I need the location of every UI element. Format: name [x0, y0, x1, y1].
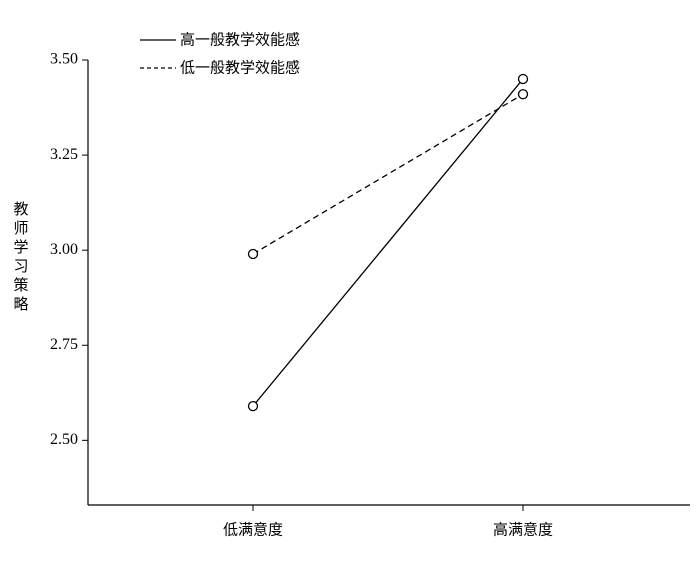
y-axis-label: 教师学习策略	[12, 201, 30, 315]
y-tick-label: 3.00	[50, 241, 78, 258]
legend-label: 高一般教学效能感	[180, 31, 300, 49]
series-line	[252, 93, 524, 255]
y-tick-label: 2.75	[50, 336, 78, 353]
y-tick-label: 3.25	[50, 146, 78, 163]
point-marker	[517, 73, 529, 85]
point-marker	[247, 400, 259, 412]
y-tick-label: 2.50	[50, 431, 78, 448]
y-tick-label: 3.50	[50, 51, 78, 68]
point-marker	[517, 89, 529, 100]
x-tick-label: 高满意度	[493, 521, 553, 539]
series-line	[252, 78, 524, 407]
legend-label: 低一般教学效能感	[180, 59, 300, 77]
x-tick-label: 低满意度	[223, 521, 283, 539]
point-marker	[247, 248, 259, 260]
